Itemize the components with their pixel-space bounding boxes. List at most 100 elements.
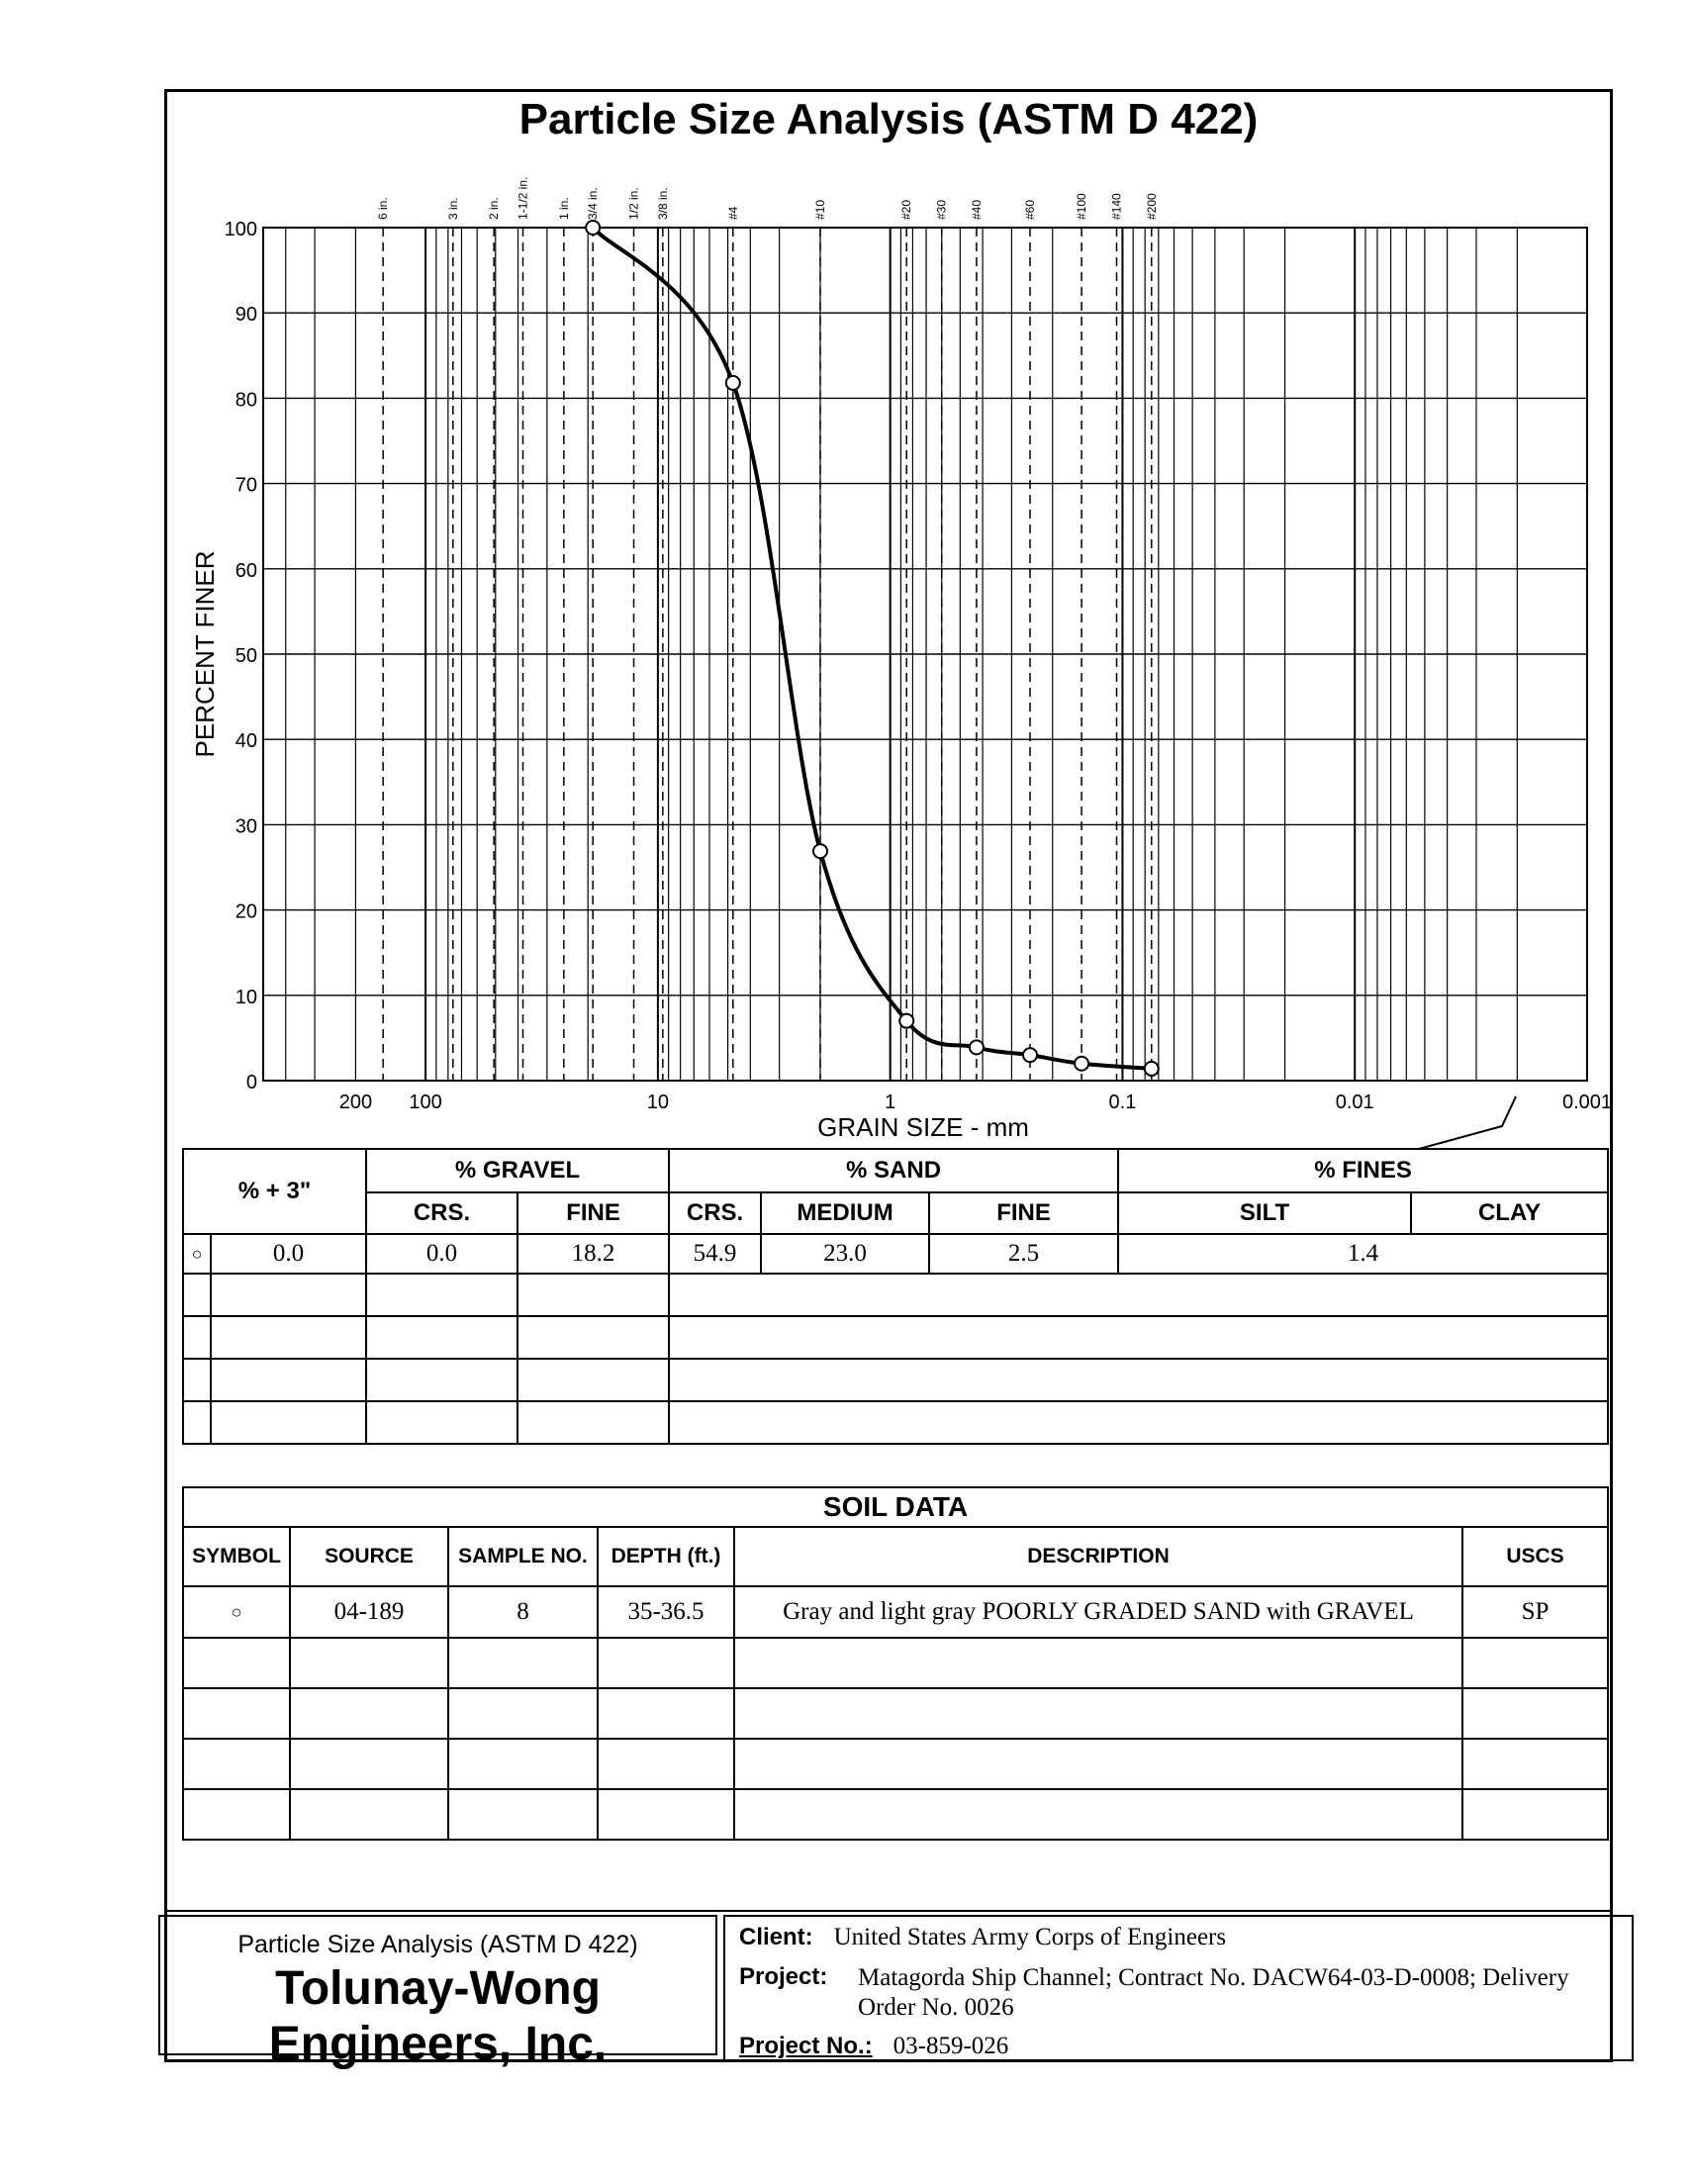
sieve-label: #60 [1023, 200, 1037, 220]
cell-gravel-fine: 18.2 [517, 1233, 671, 1275]
x-tick-label: 0.001 [1562, 1092, 1612, 1113]
header-sand-fine: FINE [928, 1191, 1120, 1235]
header-source: SOURCE [289, 1526, 449, 1587]
sieve-label: #30 [935, 200, 949, 220]
project-no-label: Project No.: [739, 2033, 873, 2059]
sieve-label: #140 [1110, 193, 1124, 220]
soil-data-table: SOIL DATA SYMBOL SOURCE SAMPLE NO. DEPTH… [181, 1486, 1610, 1841]
y-tick-label: 90 [235, 304, 257, 326]
client-value: United States Army Corps of Engineers [833, 1924, 1227, 1950]
data-point-marker [898, 1012, 915, 1029]
data-point-marker [1022, 1047, 1039, 1064]
header-uscs: USCS [1460, 1526, 1610, 1587]
y-tick-label: 100 [225, 219, 257, 240]
cell-depth: 35-36.5 [597, 1585, 735, 1639]
sieve-label: 3/4 in. [586, 187, 600, 220]
x-tick-label: 200 [339, 1092, 372, 1113]
sieve-label: #10 [813, 200, 827, 220]
header-fines: % FINES [1117, 1148, 1610, 1193]
table-row [182, 1358, 1610, 1402]
sieve-label: 1 in. [557, 197, 571, 220]
cell-fines: 1.4 [1117, 1233, 1610, 1275]
table-row [182, 1400, 1610, 1445]
x-tick-label: 0.1 [1109, 1092, 1137, 1113]
footer-project-block: Client: United States Army Corps of Engi… [723, 1915, 1634, 2061]
y-tick-label: 60 [235, 560, 257, 582]
y-tick-label: 80 [235, 389, 257, 411]
cell-sand-fine: 2.5 [928, 1233, 1120, 1275]
table-row: ○ 04-189 8 35-36.5 Gray and light gray P… [182, 1585, 1610, 1639]
x-tick-label: 10 [647, 1092, 669, 1113]
table-row: ○ 0.0 0.0 18.2 54.9 23.0 2.5 1.4 [182, 1233, 1610, 1275]
sieve-label: 1/2 in. [627, 187, 641, 220]
y-tick-label: 0 [246, 1072, 257, 1093]
x-tick-label: 1 [885, 1092, 895, 1113]
project-label: Project: [739, 1963, 828, 1990]
sieve-label: #20 [899, 200, 913, 220]
sieve-label: #100 [1075, 193, 1088, 220]
table-row [182, 1273, 1610, 1317]
header-plus3: % + 3" [181, 1148, 368, 1235]
chart-title: Particle Size Analysis (ASTM D 422) [518, 95, 1259, 143]
y-tick-label: 30 [235, 815, 257, 837]
footer-divider [164, 1910, 1613, 1912]
data-point-marker [1074, 1055, 1090, 1072]
client-row: Client: United States Army Corps of Engi… [739, 1923, 1226, 1951]
sieve-label: 3/8 in. [656, 187, 670, 220]
cell-sand-medium: 23.0 [760, 1233, 931, 1275]
header-silt: SILT [1117, 1191, 1413, 1235]
x-tick-label: 0.01 [1336, 1092, 1374, 1113]
y-tick-label: 20 [235, 902, 257, 923]
grain-size-chart: 0 10 20 30 40 50 60 70 80 90 100 200 100 10 1 0.1 0.01 0.… [190, 177, 1612, 1148]
sieve-label: 3 in. [446, 197, 460, 220]
y-tick-label: 10 [235, 987, 257, 1008]
sieve-label: 2 in. [487, 197, 501, 220]
data-point-marker [811, 843, 828, 860]
data-point-marker [585, 220, 602, 236]
header-depth: DEPTH (ft.) [597, 1526, 735, 1587]
header-symbol: SYMBOL [182, 1526, 291, 1587]
cell-gravel-crs: 0.0 [365, 1233, 519, 1275]
footer-report-name: Particle Size Analysis (ASTM D 422) [237, 1931, 638, 1958]
y-tick-label: 40 [235, 730, 257, 752]
sieve-label: 6 in. [376, 197, 390, 220]
series-curve [591, 226, 1152, 1071]
header-description: DESCRIPTION [733, 1526, 1463, 1587]
table-row [182, 1315, 1610, 1360]
cell-sand-crs: 54.9 [668, 1233, 763, 1275]
table-row [182, 1687, 1610, 1740]
project-no-value: 03-859-026 [893, 2033, 1009, 2059]
footer-company-block: Particle Size Analysis (ASTM D 422) Tolu… [158, 1915, 717, 2070]
sieve-label: #4 [726, 206, 740, 220]
header-sand: % SAND [668, 1148, 1120, 1193]
client-label: Client: [739, 1924, 813, 1950]
sieve-label: #200 [1145, 193, 1159, 220]
project-value-line2: Order No. 0026 [858, 1994, 1014, 2021]
data-point-marker [968, 1039, 985, 1056]
x-tick-label: 100 [409, 1092, 441, 1113]
header-gravel-crs: CRS. [365, 1191, 519, 1235]
y-axis-label: PERCENT FINER [190, 551, 220, 758]
data-point-marker [1143, 1060, 1160, 1077]
cell-sample-no: 8 [447, 1585, 599, 1639]
y-tick-label: 70 [235, 475, 257, 497]
project-row: Project: [739, 1962, 827, 1991]
company-name-line1: Tolunay-Wong [275, 1962, 601, 2015]
soil-data-title: SOIL DATA [181, 1486, 1610, 1528]
cell-plus3: 0.0 [209, 1233, 368, 1275]
sieve-label: #40 [970, 200, 984, 220]
y-tick-label: 50 [235, 645, 257, 667]
sieve-label: 1-1/2 in. [516, 177, 529, 220]
header-sand-crs: CRS. [668, 1191, 763, 1235]
leader-line [1418, 1095, 1517, 1148]
header-clay: CLAY [1410, 1191, 1610, 1235]
header-sand-medium: MEDIUM [760, 1191, 931, 1235]
circle-symbol-icon: ○ [182, 1233, 212, 1275]
table-row [182, 1637, 1610, 1689]
x-axis-label: GRAIN SIZE - mm [817, 1112, 1029, 1142]
gradation-table: % + 3" % GRAVEL % SAND % FINES CRS. FINE… [181, 1148, 1610, 1445]
cell-description: Gray and light gray POORLY GRADED SAND w… [733, 1585, 1463, 1639]
company-name-line2: Engineers, Inc. [268, 2018, 608, 2070]
project-no-row: Project No.: 03-859-026 [739, 2032, 1008, 2060]
data-point-marker [724, 374, 741, 391]
